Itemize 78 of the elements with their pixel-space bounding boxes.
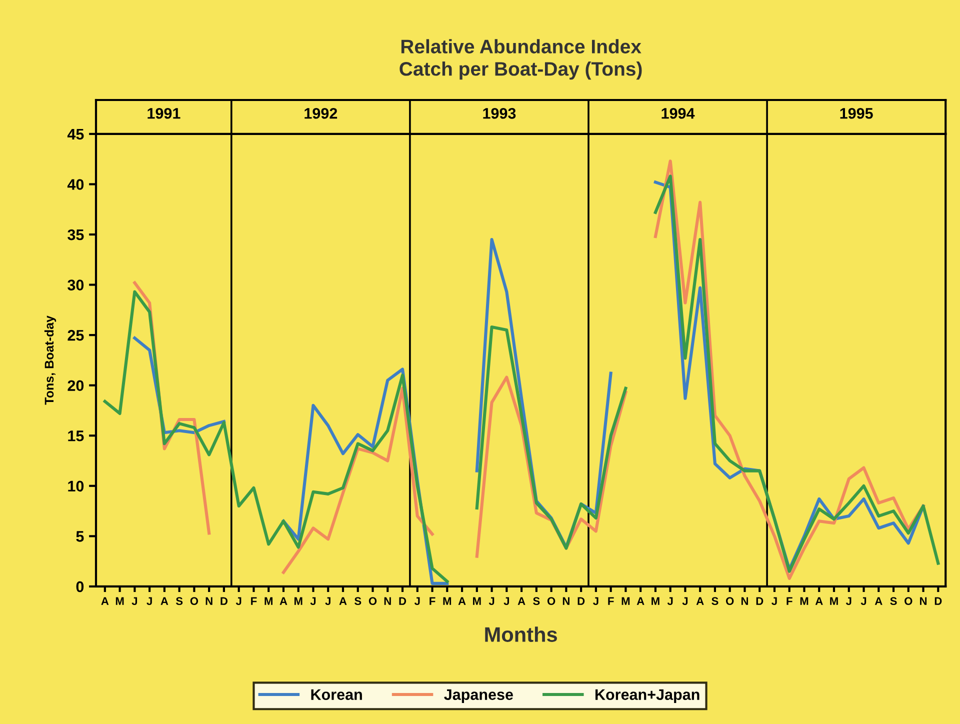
y-tick-label: 20 <box>68 380 84 392</box>
y-tick-label: 35 <box>68 229 84 240</box>
x-tick-label: N <box>562 597 570 605</box>
x-tick-label: F <box>251 597 257 605</box>
x-tick-label: D <box>934 597 942 605</box>
x-tick-label: A <box>815 597 823 605</box>
x-tick-label: A <box>518 597 526 605</box>
x-tick-label: A <box>636 597 644 605</box>
x-tick-label: J <box>504 597 509 606</box>
text: 1994 <box>662 108 695 119</box>
x-tick-label: M <box>652 597 660 605</box>
x-tick-label: O <box>547 597 556 606</box>
x-tick-label: F <box>786 597 792 605</box>
legend-label: Korean <box>311 689 362 700</box>
x-tick-label: D <box>220 597 228 605</box>
x-tick-label: M <box>800 597 808 605</box>
x-tick-label: J <box>414 597 420 606</box>
x-tick-label: J <box>772 597 777 606</box>
y-axis-title: Tons, Boat-day <box>44 316 56 405</box>
y-tick-label: 0 <box>76 581 84 592</box>
x-tick-label: O <box>726 597 734 606</box>
x-tick-label: J <box>667 597 673 606</box>
y-tick-label: 30 <box>68 280 84 290</box>
x-tick-label: S <box>890 597 897 606</box>
x-tick-label: D <box>578 597 585 605</box>
x-tick-label: O <box>190 597 198 606</box>
x-tick-label: J <box>146 597 152 606</box>
y-tick-label: 15 <box>68 430 84 442</box>
x-tick-label: A <box>339 597 347 605</box>
x-tick-label: J <box>132 597 138 606</box>
x-tick-label: F <box>430 597 436 605</box>
x-tick-label: M <box>443 597 452 605</box>
legend-label: Japanese <box>444 689 513 704</box>
x-tick-label: F <box>608 597 614 605</box>
x-tick-label: A <box>874 597 882 605</box>
x-tick-label: M <box>830 597 838 605</box>
x-tick-label: A <box>160 597 168 605</box>
x-tick-label: M <box>622 597 630 605</box>
x-axis-title: Months <box>485 626 557 642</box>
x-tick-label: A <box>458 597 466 605</box>
x-tick-label: N <box>384 597 391 605</box>
x-tick-label: J <box>236 597 242 606</box>
x-tick-label: A <box>696 597 704 605</box>
x-tick-label: A <box>101 597 109 605</box>
y-tick-label: 45 <box>67 128 84 140</box>
x-tick-label: D <box>756 597 764 605</box>
y-tick-label: 25 <box>68 330 84 341</box>
text: 1993 <box>483 108 516 119</box>
x-tick-label: J <box>846 597 852 606</box>
x-tick-label: M <box>294 597 302 605</box>
x-tick-label: J <box>310 597 316 606</box>
x-tick-label: S <box>533 597 540 606</box>
x-tick-label: O <box>368 597 377 606</box>
x-tick-label: J <box>860 597 866 606</box>
x-tick-label: S <box>176 597 183 606</box>
chart-title: Relative Abundance Index Catch per Boat-Day (Tons) <box>400 39 642 80</box>
x-tick-label: N <box>741 597 748 605</box>
y-tick-label: 10 <box>68 480 84 492</box>
text: 1991 <box>148 108 180 119</box>
x-tick-label: S <box>712 597 718 606</box>
x-tick-label: M <box>116 597 124 605</box>
y-tick-label: 40 <box>67 179 84 190</box>
x-tick-label: N <box>206 597 212 605</box>
x-tick-label: N <box>920 597 927 605</box>
x-tick-label: J <box>488 597 494 606</box>
x-tick-label: A <box>280 597 288 605</box>
text: 1995 <box>840 108 873 119</box>
y-tick-label: 5 <box>76 531 84 542</box>
x-tick-label: J <box>325 597 330 606</box>
x-tick-label: J <box>593 597 598 606</box>
x-tick-label: O <box>904 597 912 606</box>
legend-label: Korean+Japan <box>595 689 700 704</box>
x-tick-label: J <box>682 597 688 606</box>
x-tick-label: D <box>399 597 406 605</box>
x-tick-label: S <box>354 597 362 606</box>
x-tick-label: M <box>264 597 272 605</box>
text: 1992 <box>304 108 338 119</box>
x-tick-label: M <box>473 597 481 605</box>
